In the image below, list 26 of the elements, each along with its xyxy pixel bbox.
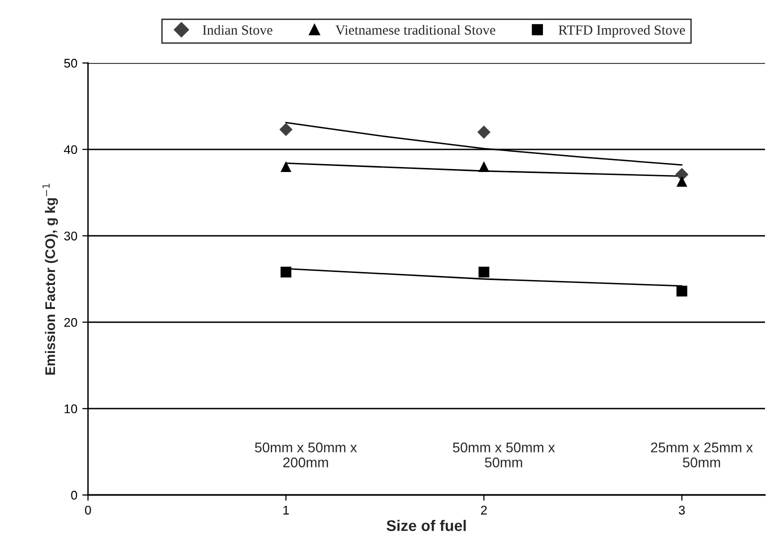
annotation: 25mm x 25mm x 50mm (651, 442, 753, 468)
legend-label: Vietnamese traditional Stove (335, 24, 496, 35)
y-tick-label: 0 (71, 490, 78, 500)
x-tick-label: 0 (85, 506, 91, 515)
y-axis-title: Emission Factor (CO), g kg$^{−1}$ (42, 184, 58, 375)
point (478, 266, 490, 278)
point (478, 161, 490, 172)
legend-label: Indian Stove (202, 24, 272, 35)
point (280, 266, 292, 278)
x-tick-label: 3 (678, 506, 685, 515)
y-tick-label: 50 (64, 58, 78, 68)
x-tick-label: 1 (283, 506, 289, 514)
point (676, 176, 688, 187)
legend-label: RTFD Improved Stove (558, 24, 685, 38)
y-tick-label: 40 (64, 145, 78, 154)
point (280, 161, 292, 172)
point (477, 126, 490, 139)
y-tick-label: 30 (64, 232, 78, 240)
y-tick-label: 20 (64, 318, 78, 327)
x-tick-label: 2 (481, 506, 487, 514)
x-axis-title: Size of fuel (386, 520, 466, 532)
point (676, 286, 688, 296)
annotation: 50mm x 50mm x 50mm (452, 442, 555, 468)
annotation: 50mm x 50mm x 200mm (254, 442, 357, 468)
point (279, 122, 293, 136)
y-tick-label: 10 (64, 404, 78, 414)
